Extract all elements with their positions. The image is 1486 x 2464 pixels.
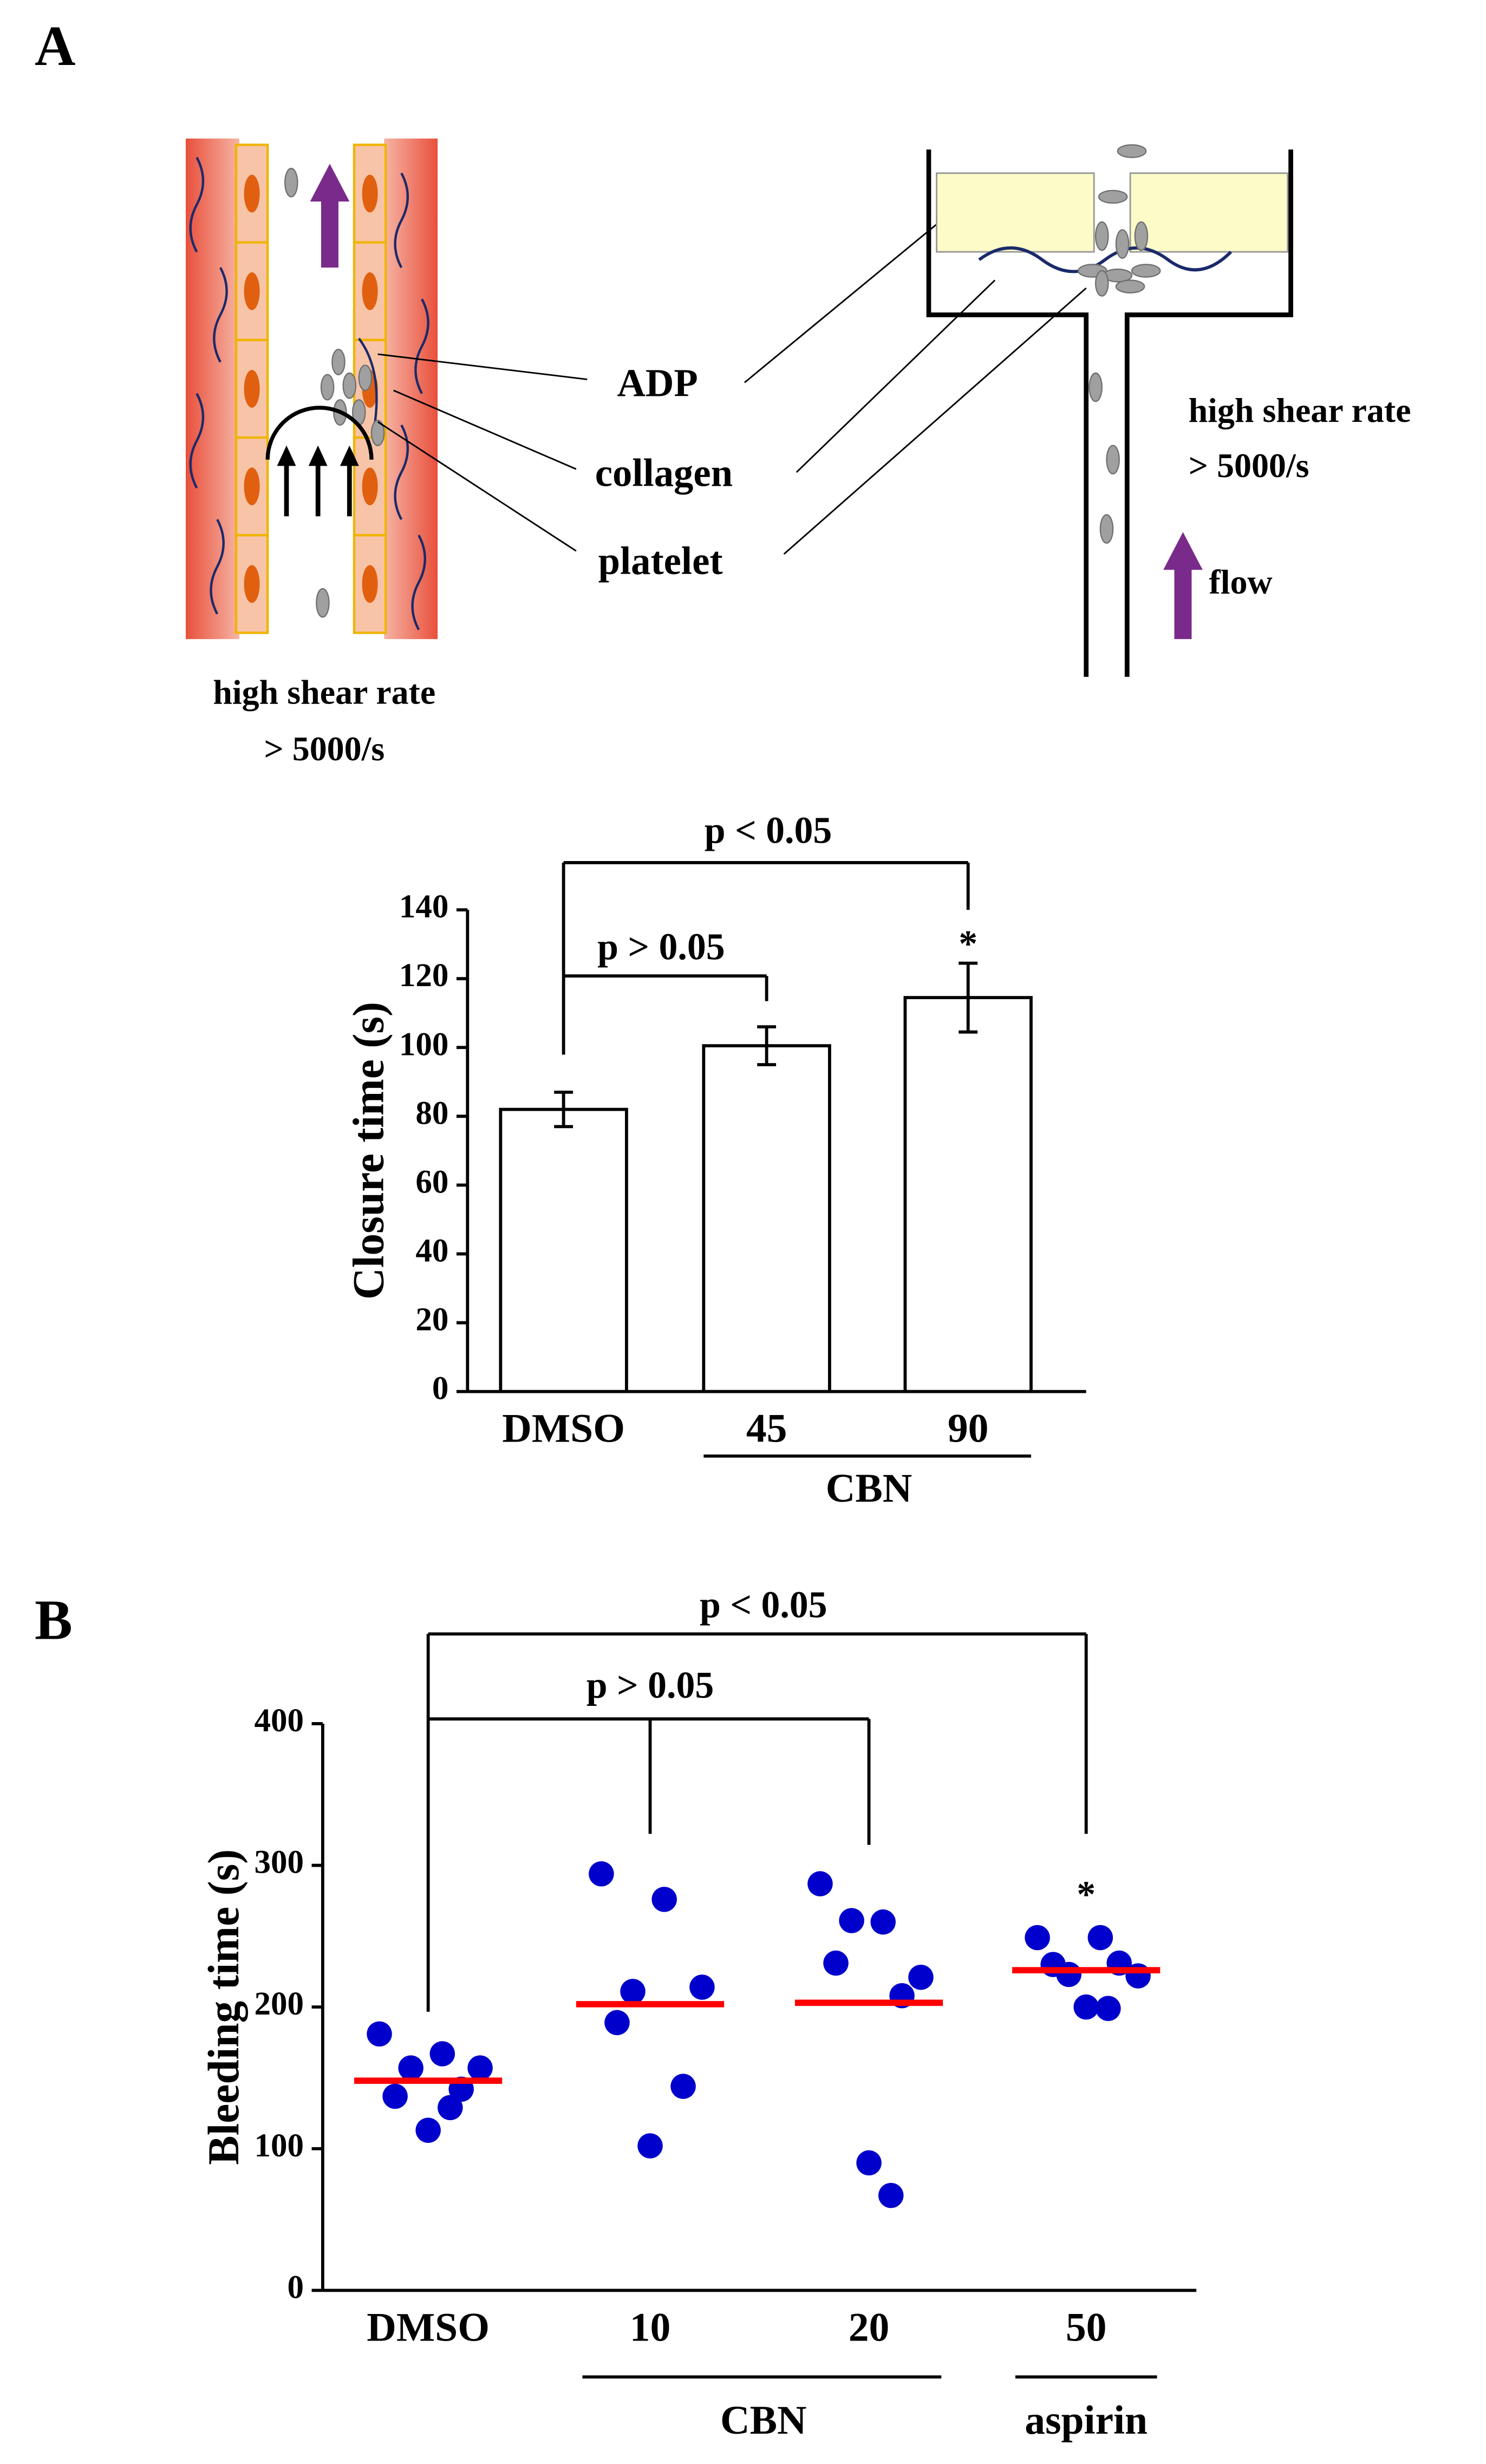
- label: high shear rate: [1189, 391, 1411, 429]
- label: flow: [1209, 563, 1272, 601]
- y-tick-label: 80: [415, 1095, 448, 1131]
- y-axis-label: Closure time (s): [344, 1002, 393, 1300]
- y-tick-label: 400: [254, 1703, 304, 1739]
- leader-lines: [377, 219, 1087, 555]
- group-label: CBN: [826, 1466, 913, 1511]
- dot: [856, 2150, 882, 2176]
- device: [926, 144, 1293, 677]
- dot: [367, 2021, 392, 2047]
- annotation: *: [1077, 1874, 1096, 1916]
- y-axis-label: Bleeding time (s): [199, 1849, 248, 2165]
- dot: [689, 1974, 715, 2000]
- group-label: CBN: [720, 2398, 807, 2443]
- panel-label: A: [35, 15, 76, 77]
- dot: [620, 1979, 646, 2004]
- dot: [908, 1964, 934, 1990]
- dot: [670, 2074, 696, 2099]
- group-label: aspirin: [1025, 2398, 1148, 2443]
- y-tick-label: 100: [254, 2128, 304, 2164]
- dot: [823, 1950, 849, 1976]
- x-tick-label: 20: [849, 2305, 890, 2350]
- dot: [429, 2041, 455, 2067]
- dot: [1073, 1994, 1099, 2020]
- dot: [604, 2010, 630, 2036]
- dot: [1025, 1925, 1050, 1951]
- y-tick-label: 20: [415, 1302, 448, 1338]
- annotation: p > 0.05: [586, 1665, 714, 1706]
- dot: [1096, 1996, 1121, 2022]
- label: collagen: [595, 451, 733, 494]
- dot: [807, 1871, 833, 1896]
- x-tick-label: 10: [630, 2305, 671, 2350]
- dot: [878, 2182, 904, 2208]
- vessel: [186, 138, 438, 640]
- annotation: p > 0.05: [597, 927, 725, 968]
- y-tick-label: 0: [287, 2269, 304, 2305]
- y-tick-label: 60: [415, 1164, 448, 1200]
- x-tick-label: DMSO: [502, 1406, 625, 1451]
- dot: [438, 2095, 463, 2121]
- annotation: *: [959, 923, 977, 965]
- dot: [637, 2133, 663, 2159]
- dot: [839, 1908, 864, 1933]
- label: platelet: [598, 539, 723, 583]
- x-tick-label: DMSO: [367, 2305, 490, 2350]
- bar: [702, 1044, 831, 1393]
- dot: [589, 1861, 614, 1887]
- x-tick-label: 45: [746, 1406, 787, 1451]
- dot: [651, 1887, 677, 1912]
- dot: [398, 2055, 423, 2081]
- dot: [870, 1909, 896, 1935]
- bar: [499, 1107, 628, 1393]
- y-tick-label: 140: [399, 889, 449, 925]
- y-tick-label: 200: [254, 1986, 304, 2022]
- y-tick-label: 40: [415, 1233, 448, 1269]
- panel-label: B: [35, 1589, 73, 1652]
- dot: [382, 2083, 408, 2109]
- annotation: p < 0.05: [700, 1585, 827, 1626]
- annotation: p < 0.05: [705, 810, 832, 852]
- bar: [903, 996, 1033, 1393]
- y-tick-label: 120: [399, 957, 449, 994]
- dot: [1087, 1925, 1113, 1951]
- dot: [467, 2055, 493, 2081]
- x-tick-label: 50: [1066, 2305, 1107, 2350]
- y-tick-label: 0: [432, 1371, 449, 1407]
- label: ADP: [617, 361, 698, 405]
- label: > 5000/s: [1189, 446, 1309, 485]
- x-tick-label: 90: [948, 1406, 989, 1451]
- dot: [415, 2117, 441, 2143]
- label: high shear rate: [213, 673, 435, 711]
- y-tick-label: 100: [399, 1026, 449, 1062]
- label: > 5000/s: [264, 729, 384, 768]
- y-tick-label: 300: [254, 1844, 304, 1881]
